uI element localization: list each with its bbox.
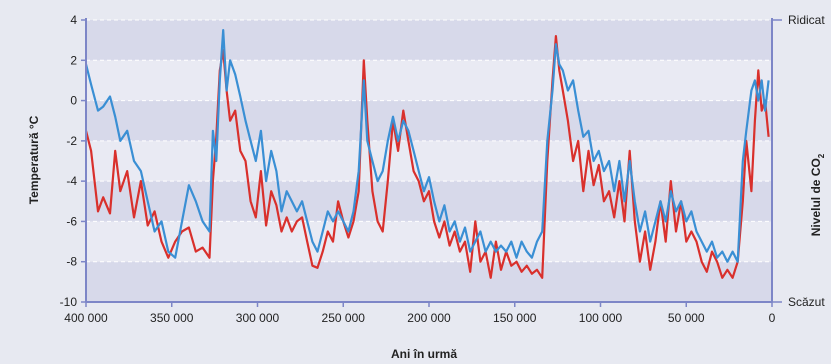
y2-high-label: Ridicat bbox=[788, 13, 825, 27]
y2-axis-title-sub: 2 bbox=[817, 153, 826, 158]
x-axis-ticks: 400 000 350 000 300 000 250 000 200 000 150 0… bbox=[64, 302, 776, 325]
x-tick-label: 50 000 bbox=[668, 311, 705, 325]
y2-axis-title-main: Nivelul de CO bbox=[809, 158, 823, 236]
y-tick-label: 0 bbox=[70, 94, 77, 108]
band bbox=[86, 100, 772, 141]
y-axis-title: Temperatură °C bbox=[27, 115, 41, 204]
y-tick-label: -6 bbox=[66, 214, 77, 228]
series-line-2 bbox=[84, 29, 770, 263]
y-tick-label: 2 bbox=[70, 53, 77, 67]
x-axis-title: Ani în urmă bbox=[391, 347, 457, 361]
y-tick-label: -4 bbox=[66, 174, 77, 188]
series-layer bbox=[84, 29, 770, 279]
y2-low-label: Scăzut bbox=[788, 295, 825, 309]
y2-axis-title-group: Nivelul de CO2 bbox=[809, 153, 826, 236]
y-tick-label: -8 bbox=[66, 255, 77, 269]
y-tick-label: -2 bbox=[66, 134, 77, 148]
plot-background bbox=[86, 20, 772, 302]
y-tick-label: -10 bbox=[60, 295, 78, 309]
x-tick-label: 300 000 bbox=[236, 311, 280, 325]
x-tick-label: 100 000 bbox=[579, 311, 623, 325]
plot-bands bbox=[86, 20, 772, 302]
band bbox=[86, 261, 772, 302]
y-axis-ticks: 4 2 0 -2 -4 -6 -8 -10 bbox=[60, 13, 86, 309]
x-tick-label: 350 000 bbox=[150, 311, 194, 325]
x-tick-label: 150 000 bbox=[493, 311, 537, 325]
y2-axis-title: Nivelul de CO2 bbox=[809, 153, 826, 236]
x-tick-label: 0 bbox=[769, 311, 776, 325]
x-tick-label: 400 000 bbox=[64, 311, 108, 325]
band bbox=[86, 20, 772, 61]
x-tick-label: 200 000 bbox=[407, 311, 451, 325]
x-tick-label: 250 000 bbox=[322, 311, 366, 325]
y-tick-label: 4 bbox=[70, 13, 77, 27]
